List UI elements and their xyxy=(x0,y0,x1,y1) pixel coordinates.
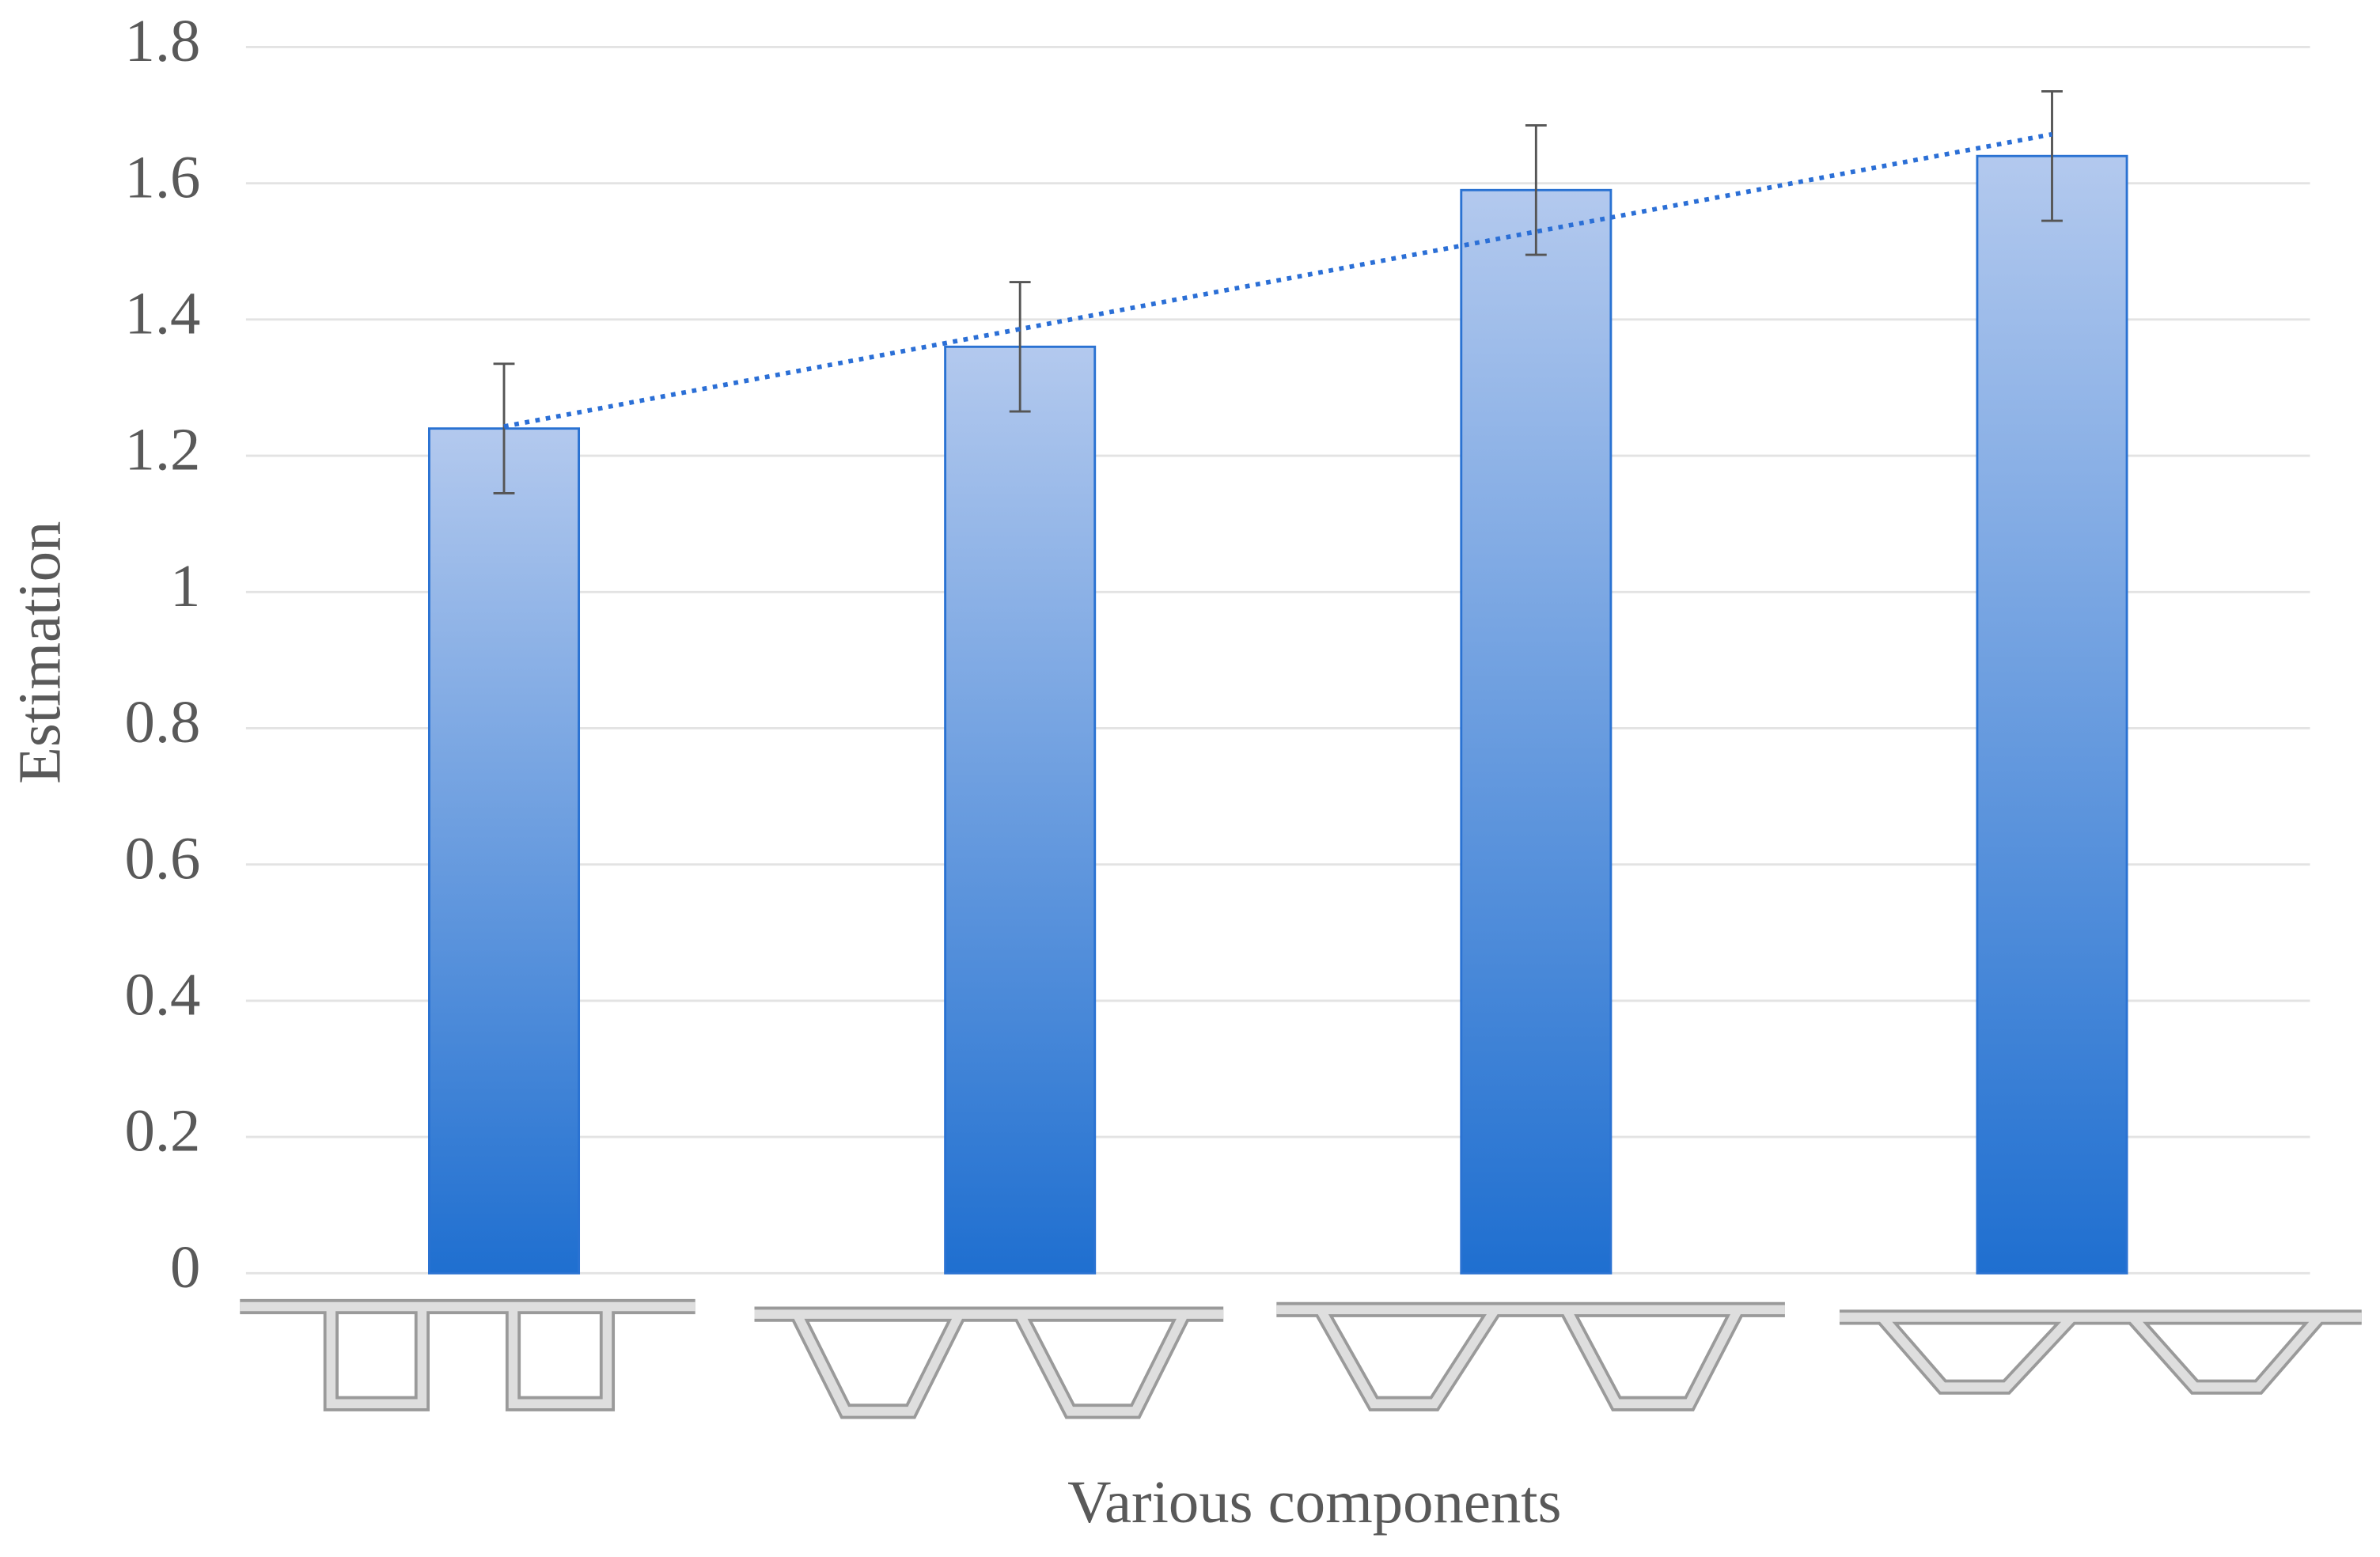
icon xyxy=(1839,1313,2362,1392)
y-tick-label: 0.8 xyxy=(124,688,200,756)
y-tick-label: 1.6 xyxy=(124,143,200,210)
error-bar xyxy=(493,362,515,494)
error-bar xyxy=(1525,124,1547,256)
trendline xyxy=(503,131,2053,429)
icon xyxy=(240,1298,695,1411)
y-tick-label: 0.4 xyxy=(124,961,200,1029)
x-axis-label: Various components xyxy=(1067,1468,1561,1536)
grid xyxy=(245,46,2310,1275)
error-bar xyxy=(1009,281,1031,413)
y-tick-label: 0.2 xyxy=(124,1097,200,1165)
error-bar xyxy=(2041,89,2063,222)
bar xyxy=(944,345,1097,1275)
y-tick-label: 1.4 xyxy=(124,279,200,347)
y-tick-label: 0 xyxy=(170,1233,200,1301)
y-tick-label: 1.2 xyxy=(124,416,200,483)
component-icons xyxy=(240,1298,2362,1419)
bar xyxy=(1976,154,2128,1275)
y-tick-label: 1.8 xyxy=(124,7,200,74)
y-axis-label: Estimation xyxy=(6,521,73,784)
bar xyxy=(1460,188,1613,1275)
y-tick-label: 1 xyxy=(170,552,200,619)
icon xyxy=(754,1309,1224,1416)
y-tick-label: 0.6 xyxy=(124,824,200,892)
icon xyxy=(1276,1305,1785,1409)
bars xyxy=(428,89,2128,1275)
icon xyxy=(240,1301,695,1409)
bar xyxy=(428,427,581,1275)
